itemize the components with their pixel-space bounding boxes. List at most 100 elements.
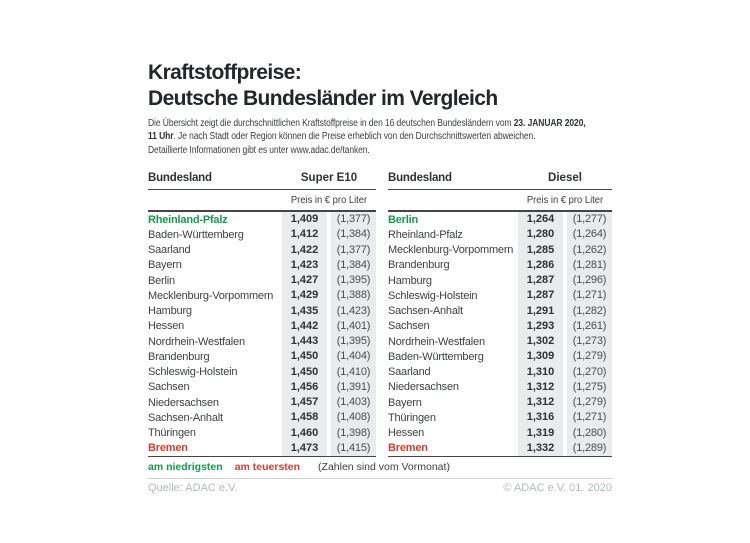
table-row: Berlin 1,427 (1,395) [148, 273, 376, 289]
price-value: 1,422 [282, 242, 327, 258]
table-row: Mecklenburg-Vorpommern 1,285 (1,262) [388, 242, 612, 258]
previous-month-value: (1,273) [567, 334, 612, 350]
table-row: Bremen 1,332 (1,289) [388, 440, 612, 456]
table-row: Thüringen 1,460 (1,398) [148, 425, 376, 441]
price-value: 1,456 [282, 379, 327, 395]
page-title: Kraftstoffpreise: Deutsche Bundesländer … [148, 60, 498, 112]
state-name: Thüringen [148, 427, 196, 440]
table-row: Niedersachsen 1,312 (1,275) [388, 379, 612, 395]
table-row: Hessen 1,319 (1,280) [388, 425, 612, 441]
table-row: Sachsen 1,456 (1,391) [148, 379, 376, 395]
price-value: 1,458 [282, 410, 327, 426]
table-row: Sachsen-Anhalt 1,291 (1,282) [388, 303, 612, 319]
state-name: Sachsen [388, 320, 430, 333]
table-row: Bayern 1,423 (1,384) [148, 257, 376, 273]
state-name: Rheinland-Pfalz [388, 228, 463, 241]
legend-most-expensive-label: am teuersten [234, 461, 301, 473]
legend-cheapest-label: am niedrigsten [148, 461, 223, 473]
state-name: Hamburg [388, 274, 432, 287]
price-value: 1,473 [282, 440, 327, 456]
price-value: 1,457 [282, 395, 327, 411]
previous-month-value: (1,395) [331, 334, 376, 350]
state-name: Niedersachsen [148, 396, 219, 409]
previous-month-value: (1,277) [567, 212, 612, 228]
price-value: 1,285 [518, 242, 563, 258]
price-value: 1,280 [518, 227, 563, 243]
state-name: Bremen [148, 442, 188, 455]
previous-month-value: (1,401) [331, 318, 376, 334]
price-value: 1,450 [282, 364, 327, 380]
previous-month-value: (1,280) [567, 425, 612, 441]
table-row: Hamburg 1,287 (1,296) [388, 273, 612, 289]
price-value: 1,302 [518, 334, 563, 350]
state-name: Nordrhein-Westfalen [388, 335, 485, 348]
table-row: Rheinland-Pfalz 1,409 (1,377) [148, 212, 376, 228]
previous-month-value: (1,275) [567, 379, 612, 395]
table-row: Brandenburg 1,450 (1,404) [148, 349, 376, 365]
price-value: 1,312 [518, 395, 563, 411]
price-value: 1,423 [282, 257, 327, 273]
previous-month-value: (1,271) [567, 288, 612, 304]
previous-month-value: (1,384) [331, 227, 376, 243]
copyright-label: © ADAC e.V. 01. 2020 [503, 482, 612, 494]
fuel-table-diesel: Bundesland Diesel Preis in € pro Liter B… [388, 166, 612, 457]
table-row: Schleswig-Holstein 1,450 (1,410) [148, 364, 376, 380]
table-row: Nordrhein-Westfalen 1,443 (1,395) [148, 334, 376, 350]
price-value: 1,332 [518, 440, 563, 456]
table-header-super-e10: Bundesland Super E10 [148, 166, 376, 190]
table-row: Bremen 1,473 (1,415) [148, 440, 376, 456]
price-value: 1,264 [518, 212, 563, 228]
state-name: Schleswig-Holstein [148, 366, 238, 379]
price-value: 1,309 [518, 349, 563, 365]
column-header-fuel-type: Diesel [548, 171, 582, 184]
price-value: 1,287 [518, 273, 563, 289]
previous-month-value: (1,395) [331, 273, 376, 289]
state-name: Hessen [148, 320, 185, 333]
previous-month-value: (1,262) [567, 242, 612, 258]
price-value: 1,319 [518, 425, 563, 441]
state-name: Niedersachsen [388, 381, 459, 394]
table-row: Hamburg 1,435 (1,423) [148, 303, 376, 319]
footer-divider [148, 478, 612, 479]
price-value: 1,291 [518, 303, 563, 319]
table-row: Sachsen-Anhalt 1,458 (1,408) [148, 410, 376, 426]
previous-month-value: (1,377) [331, 242, 376, 258]
table-row: Mecklenburg-Vorpommern 1,429 (1,388) [148, 288, 376, 304]
previous-month-value: (1,391) [331, 379, 376, 395]
table-row: Nordrhein-Westfalen 1,302 (1,273) [388, 334, 612, 350]
previous-month-value: (1,279) [567, 395, 612, 411]
price-value: 1,316 [518, 410, 563, 426]
table-header-diesel: Bundesland Diesel [388, 166, 612, 190]
state-name: Brandenburg [388, 259, 450, 272]
intro-line-1: Die Übersicht zeigt die durchschnittlich… [148, 117, 586, 130]
previous-month-value: (1,423) [331, 303, 376, 319]
source-label: Quelle: ADAC e.V. [148, 482, 238, 494]
previous-month-value: (1,270) [567, 364, 612, 380]
previous-month-value: (1,279) [567, 349, 612, 365]
table-row: Niedersachsen 1,457 (1,403) [148, 395, 376, 411]
state-name: Hamburg [148, 305, 192, 318]
previous-month-value: (1,408) [331, 410, 376, 426]
previous-month-value: (1,398) [331, 425, 376, 441]
fuel-table-super-e10: Bundesland Super E10 Preis in € pro Lite… [148, 166, 376, 457]
state-name: Saarland [148, 244, 191, 257]
page-title-line2: Deutsche Bundesländer im Vergleich [148, 87, 498, 110]
previous-month-value: (1,388) [331, 288, 376, 304]
state-name: Schleswig-Holstein [388, 289, 478, 302]
state-name: Brandenburg [148, 350, 210, 363]
price-value: 1,443 [282, 334, 327, 350]
previous-month-value: (1,261) [567, 318, 612, 334]
table-subheader-diesel: Preis in € pro Liter [388, 190, 612, 212]
state-name: Hessen [388, 427, 425, 440]
previous-month-value: (1,264) [567, 227, 612, 243]
price-value: 1,442 [282, 318, 327, 334]
state-name: Baden-Württemberg [388, 350, 484, 363]
legend: am niedrigsten am teuersten (Zahlen sind… [148, 461, 450, 473]
legend-note: (Zahlen sind vom Vormonat) [318, 461, 450, 473]
table-row: Rheinland-Pfalz 1,280 (1,264) [388, 227, 612, 243]
previous-month-value: (1,289) [567, 440, 612, 456]
previous-month-value: (1,404) [331, 349, 376, 365]
previous-month-value: (1,403) [331, 395, 376, 411]
table-row: Baden-Württemberg 1,412 (1,384) [148, 227, 376, 243]
state-name: Baden-Württemberg [148, 228, 244, 241]
